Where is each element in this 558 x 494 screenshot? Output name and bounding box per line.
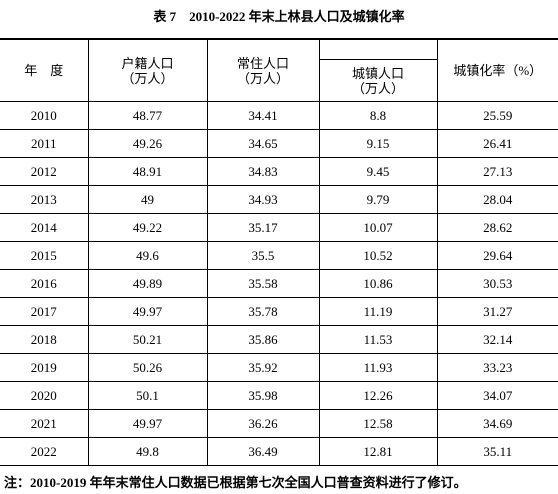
data-table: 年 度 户籍人口 （万人） 常住人口 （万人） 城镇化率（%） 城镇人口 （万人） 2… xyxy=(0,38,558,466)
value-cell: 12.81 xyxy=(318,437,438,466)
data-row: 2014 49.22 35.17 10.07 28.62 xyxy=(0,213,558,242)
value-cell: 50.26 xyxy=(87,353,208,382)
value-cell: 31.27 xyxy=(436,297,558,326)
year-cell: 2012 xyxy=(0,157,89,186)
value-cell: 9.79 xyxy=(318,185,438,214)
year-cell: 2015 xyxy=(0,241,89,270)
value-cell: 9.45 xyxy=(318,157,438,186)
value-cell: 35.92 xyxy=(206,353,320,382)
value-cell: 49.6 xyxy=(87,241,208,270)
value-cell: 35.17 xyxy=(206,213,320,242)
data-row: 2022 49.8 36.49 12.81 35.11 xyxy=(0,437,558,466)
value-cell: 34.65 xyxy=(206,129,320,158)
value-cell: 49.97 xyxy=(87,409,208,438)
data-row: 2012 48.91 34.83 9.45 27.13 xyxy=(0,157,558,186)
value-cell: 49.26 xyxy=(87,129,208,158)
header-text: 年 度 xyxy=(24,63,64,78)
header-row: 城镇人口 （万人） xyxy=(0,59,558,102)
data-row: 2016 49.89 35.58 10.86 30.53 xyxy=(0,269,558,298)
data-row: 2011 49.26 34.65 9.15 26.41 xyxy=(0,129,558,158)
year-cell: 2017 xyxy=(0,297,89,326)
year-cell: 2021 xyxy=(0,409,89,438)
value-cell: 35.78 xyxy=(206,297,320,326)
header-text: （万人） xyxy=(236,70,289,86)
data-row: 2019 50.26 35.92 11.93 33.23 xyxy=(0,353,558,382)
year-cell: 2022 xyxy=(0,437,89,466)
header-text: 城镇人口 xyxy=(351,65,404,81)
value-cell: 28.04 xyxy=(436,185,558,214)
value-cell: 8.8 xyxy=(318,101,438,130)
value-cell: 35.11 xyxy=(436,437,558,466)
year-cell: 2016 xyxy=(0,269,89,298)
value-cell: 50.21 xyxy=(87,325,208,354)
header-cell xyxy=(318,38,438,60)
value-cell: 11.53 xyxy=(318,325,438,354)
value-cell: 36.49 xyxy=(206,437,320,466)
value-cell: 34.69 xyxy=(436,409,558,438)
data-row: 2021 49.97 36.26 12.58 34.69 xyxy=(0,409,558,438)
value-cell: 35.5 xyxy=(206,241,320,270)
value-cell: 12.26 xyxy=(318,381,438,410)
value-cell: 34.07 xyxy=(436,381,558,410)
value-cell: 48.77 xyxy=(87,101,208,130)
value-cell: 30.53 xyxy=(436,269,558,298)
value-cell: 33.23 xyxy=(436,353,558,382)
year-cell: 2018 xyxy=(0,325,89,354)
value-cell: 25.59 xyxy=(436,101,558,130)
table-note: 注：2010-2019 年年末常住人口数据已根据第七次全国人口普查资料进行了修订… xyxy=(4,475,467,490)
value-cell: 49.89 xyxy=(87,269,208,298)
value-cell: 34.83 xyxy=(206,157,320,186)
data-row: 2013 49 34.93 9.79 28.04 xyxy=(0,185,558,214)
data-row: 2010 48.77 34.41 8.8 25.59 xyxy=(0,101,558,130)
data-row: 2015 49.6 35.5 10.52 29.64 xyxy=(0,241,558,270)
data-row: 2017 49.97 35.78 11.19 31.27 xyxy=(0,297,558,326)
data-row: 2018 50.21 35.86 11.53 32.14 xyxy=(0,325,558,354)
value-cell: 10.07 xyxy=(318,213,438,242)
header-cell: 户籍人口 （万人） xyxy=(87,38,208,102)
value-cell: 34.93 xyxy=(206,185,320,214)
value-cell: 12.58 xyxy=(318,409,438,438)
header-row: 年 度 户籍人口 （万人） 常住人口 （万人） 城镇化率（%） xyxy=(0,38,558,102)
value-cell: 28.62 xyxy=(436,213,558,242)
year-cell: 2020 xyxy=(0,381,89,410)
value-cell: 49 xyxy=(87,185,208,214)
value-cell: 27.13 xyxy=(436,157,558,186)
value-cell: 35.98 xyxy=(206,381,320,410)
value-cell: 29.64 xyxy=(436,241,558,270)
header-cell: 城镇人口 （万人） xyxy=(319,59,437,102)
header-text: （万人） xyxy=(121,70,174,86)
data-row: 2020 50.1 35.98 12.26 34.07 xyxy=(0,381,558,410)
value-cell: 11.19 xyxy=(318,297,438,326)
year-cell: 2011 xyxy=(0,129,89,158)
table-title: 表 7 2010-2022 年末上林县人口及城镇化率 xyxy=(153,9,405,24)
value-cell: 49.97 xyxy=(87,297,208,326)
header-cell: 常住人口 （万人） xyxy=(206,38,320,102)
value-cell: 10.86 xyxy=(318,269,438,298)
year-cell: 2013 xyxy=(0,185,89,214)
value-cell: 32.14 xyxy=(436,325,558,354)
header-cell: 年 度 xyxy=(0,38,89,102)
value-cell: 49.22 xyxy=(87,213,208,242)
value-cell: 49.8 xyxy=(87,437,208,466)
value-cell: 11.93 xyxy=(318,353,438,382)
header-text: 户籍人口 xyxy=(121,55,174,71)
header-text: 常住人口 xyxy=(236,55,289,71)
year-cell: 2010 xyxy=(0,101,89,130)
value-cell: 50.1 xyxy=(87,381,208,410)
value-cell: 9.15 xyxy=(318,129,438,158)
year-cell: 2014 xyxy=(0,213,89,242)
value-cell: 34.41 xyxy=(206,101,320,130)
value-cell: 35.58 xyxy=(206,269,320,298)
header-cell: 城镇化率（%） xyxy=(436,38,558,102)
year-cell: 2019 xyxy=(0,353,89,382)
header-text: 城镇化率（%） xyxy=(453,63,543,78)
value-cell: 48.91 xyxy=(87,157,208,186)
value-cell: 35.86 xyxy=(206,325,320,354)
value-cell: 26.41 xyxy=(436,129,558,158)
value-cell: 10.52 xyxy=(318,241,438,270)
value-cell: 36.26 xyxy=(206,409,320,438)
header-text: （万人） xyxy=(351,80,404,96)
